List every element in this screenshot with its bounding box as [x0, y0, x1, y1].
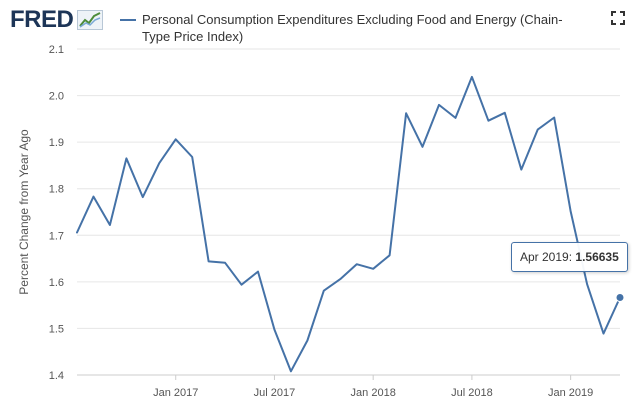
y-axis-title: Percent Change from Year Ago — [17, 129, 31, 295]
data-point[interactable] — [90, 194, 96, 200]
data-point[interactable] — [271, 327, 277, 333]
data-point[interactable] — [140, 194, 146, 200]
data-point[interactable] — [156, 160, 162, 166]
data-point[interactable] — [239, 282, 245, 288]
data-point[interactable] — [74, 229, 80, 235]
data-point[interactable] — [123, 155, 129, 161]
y-tick-label: 1.4 — [49, 370, 64, 382]
data-tooltip: Apr 2019: 1.56635 — [511, 242, 628, 272]
tooltip-value: 1.56635 — [575, 250, 619, 264]
data-point[interactable] — [387, 252, 393, 258]
x-tick-label: Jul 2017 — [254, 387, 296, 399]
data-point[interactable] — [403, 110, 409, 116]
chart-trend-icon — [77, 10, 104, 30]
data-point[interactable] — [370, 266, 376, 272]
y-tick-label: 2.1 — [49, 44, 64, 56]
legend-label: Personal Consumption Expenditures Exclud… — [142, 12, 563, 44]
data-point[interactable] — [222, 260, 228, 266]
data-point[interactable] — [189, 154, 195, 160]
data-point[interactable] — [304, 338, 310, 344]
fullscreen-icon[interactable] — [611, 11, 625, 25]
y-tick-label: 1.8 — [49, 184, 64, 196]
chart-legend[interactable]: Personal Consumption Expenditures Exclud… — [120, 11, 590, 45]
series-line[interactable] — [76, 75, 621, 373]
data-point[interactable] — [452, 115, 458, 121]
y-tick-label: 1.5 — [49, 323, 64, 335]
legend-swatch — [120, 19, 136, 21]
data-point[interactable] — [584, 281, 590, 287]
data-point[interactable] — [337, 276, 343, 282]
y-tick-label: 1.7 — [49, 230, 64, 242]
data-point[interactable] — [173, 136, 179, 142]
data-point[interactable] — [485, 118, 491, 124]
x-tick-label: Jan 2017 — [153, 387, 198, 399]
y-tick-label: 1.9 — [49, 137, 64, 149]
highlighted-data-point[interactable] — [615, 293, 625, 303]
data-point[interactable] — [469, 74, 475, 80]
x-tick-label: Jul 2018 — [451, 387, 493, 399]
data-point[interactable] — [436, 102, 442, 108]
data-point[interactable] — [535, 127, 541, 133]
data-point[interactable] — [568, 208, 574, 214]
data-point[interactable] — [354, 261, 360, 267]
fred-logo[interactable]: FRED — [10, 6, 104, 34]
data-point[interactable] — [551, 114, 557, 120]
data-point[interactable] — [288, 368, 294, 374]
data-point[interactable] — [518, 167, 524, 173]
y-tick-label: 2.0 — [49, 91, 64, 103]
x-tick-label: Jan 2019 — [548, 387, 593, 399]
y-tick-label: 1.6 — [49, 277, 64, 289]
data-point[interactable] — [321, 288, 327, 294]
tooltip-label: Apr 2019: — [520, 250, 573, 264]
data-point[interactable] — [255, 269, 261, 275]
data-point[interactable] — [502, 110, 508, 116]
data-point[interactable] — [206, 258, 212, 264]
x-tick-label: Jan 2018 — [351, 387, 396, 399]
data-point[interactable] — [420, 144, 426, 150]
data-point[interactable] — [601, 331, 607, 337]
data-point[interactable] — [107, 222, 113, 228]
logo-text: FRED — [10, 6, 74, 33]
